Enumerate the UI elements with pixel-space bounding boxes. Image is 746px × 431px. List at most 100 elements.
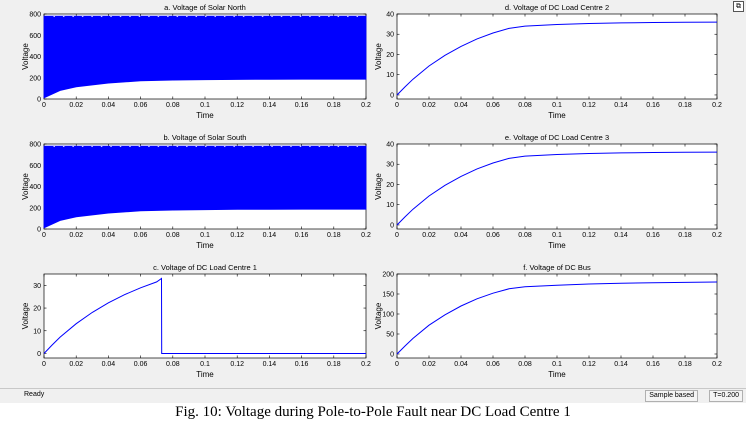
x-axis-label: Time bbox=[548, 241, 566, 250]
x-tick-label: 0.2 bbox=[361, 102, 371, 109]
x-tick-label: 0.02 bbox=[422, 102, 436, 109]
y-tick-label: 20 bbox=[386, 52, 394, 59]
x-tick-label: 0.16 bbox=[295, 232, 309, 239]
y-tick-label: 10 bbox=[386, 72, 394, 79]
y-tick-label: 400 bbox=[29, 54, 41, 61]
y-tick-label: 40 bbox=[386, 12, 394, 19]
y-tick-label: 200 bbox=[29, 205, 41, 212]
x-tick-label: 0.12 bbox=[582, 102, 596, 109]
x-tick-label: 0.18 bbox=[327, 361, 341, 368]
x-tick-label: 0.18 bbox=[678, 102, 692, 109]
series-line bbox=[396, 151, 718, 226]
x-tick-label: 0.18 bbox=[678, 361, 692, 368]
x-tick-label: 0.14 bbox=[263, 232, 277, 239]
x-tick-label: 0.12 bbox=[582, 232, 596, 239]
x-tick-label: 0.12 bbox=[230, 102, 244, 109]
chart-title: d. Voltage of DC Load Centre 2 bbox=[505, 3, 609, 12]
y-tick-label: 50 bbox=[386, 332, 394, 339]
axes-box bbox=[43, 273, 367, 359]
y-tick-label: 10 bbox=[33, 328, 41, 335]
y-axis-label: Voltage bbox=[21, 173, 30, 200]
x-tick-label: 0.12 bbox=[230, 232, 244, 239]
y-axis-label: Voltage bbox=[374, 302, 383, 329]
x-tick-label: 0 bbox=[42, 232, 46, 239]
x-tick-label: 0.16 bbox=[646, 361, 660, 368]
series-line bbox=[396, 21, 718, 96]
y-tick-label: 40 bbox=[386, 142, 394, 149]
y-axis-label: Voltage bbox=[21, 302, 30, 329]
status-sample-mode: Sample based bbox=[645, 390, 698, 402]
y-tick-label: 0 bbox=[390, 92, 394, 99]
y-tick-label: 800 bbox=[29, 142, 41, 149]
x-tick-label: 0.08 bbox=[166, 361, 180, 368]
x-tick-label: 0.02 bbox=[69, 361, 83, 368]
x-axis-label: Time bbox=[196, 241, 214, 250]
x-tick-label: 0.2 bbox=[712, 232, 722, 239]
restore-icon[interactable]: ⧉ bbox=[733, 1, 744, 12]
x-tick-label: 0.08 bbox=[518, 232, 532, 239]
chart-title: c. Voltage of DC Load Centre 1 bbox=[153, 263, 257, 272]
y-tick-label: 150 bbox=[382, 292, 394, 299]
x-tick-label: 0.2 bbox=[712, 361, 722, 368]
x-tick-label: 0.06 bbox=[486, 232, 500, 239]
y-tick-label: 20 bbox=[386, 182, 394, 189]
axes-box bbox=[396, 143, 718, 230]
y-axis-label: Voltage bbox=[374, 43, 383, 70]
chart-title: a. Voltage of Solar North bbox=[164, 3, 246, 12]
y-tick-label: 0 bbox=[390, 222, 394, 229]
axes-box bbox=[396, 273, 718, 359]
y-tick-label: 20 bbox=[33, 306, 41, 313]
x-tick-label: 0.18 bbox=[678, 232, 692, 239]
x-tick-label: 0.06 bbox=[134, 102, 148, 109]
x-tick-label: 0.2 bbox=[712, 102, 722, 109]
x-tick-label: 0.1 bbox=[200, 361, 210, 368]
x-tick-label: 0 bbox=[395, 232, 399, 239]
x-tick-label: 0.14 bbox=[614, 232, 628, 239]
y-tick-label: 30 bbox=[33, 283, 41, 290]
x-tick-label: 0.08 bbox=[518, 361, 532, 368]
x-tick-label: 0.18 bbox=[327, 102, 341, 109]
x-tick-label: 0.16 bbox=[646, 102, 660, 109]
x-tick-label: 0.14 bbox=[614, 361, 628, 368]
x-tick-label: 0.08 bbox=[518, 102, 532, 109]
series-line bbox=[43, 277, 366, 354]
x-tick-label: 0.2 bbox=[361, 361, 371, 368]
x-tick-label: 0.04 bbox=[102, 102, 116, 109]
y-tick-label: 400 bbox=[29, 184, 41, 191]
x-tick-label: 0.16 bbox=[295, 102, 309, 109]
figure-caption: Fig. 10: Voltage during Pole-to-Pole Fau… bbox=[175, 404, 571, 420]
chart-title: f. Voltage of DC Bus bbox=[523, 263, 591, 272]
scope-window: a. Voltage of Solar North 0 0.02 0.04 0.06 0.… bbox=[0, 0, 746, 403]
x-tick-label: 0.04 bbox=[454, 232, 468, 239]
x-tick-label: 0 bbox=[395, 102, 399, 109]
x-tick-label: 0.06 bbox=[486, 102, 500, 109]
y-tick-label: 30 bbox=[386, 162, 394, 169]
x-tick-label: 0.02 bbox=[422, 361, 436, 368]
x-tick-label: 0.08 bbox=[166, 232, 180, 239]
chart-title: e. Voltage of DC Load Centre 3 bbox=[505, 133, 609, 142]
x-tick-label: 0.2 bbox=[361, 232, 371, 239]
x-tick-label: 0.14 bbox=[614, 102, 628, 109]
y-tick-label: 10 bbox=[386, 202, 394, 209]
x-tick-label: 0.02 bbox=[422, 232, 436, 239]
x-tick-label: 0.02 bbox=[69, 102, 83, 109]
x-tick-label: 0 bbox=[395, 361, 399, 368]
x-tick-label: 0.14 bbox=[263, 102, 277, 109]
x-tick-label: 0.04 bbox=[102, 361, 116, 368]
x-tick-label: 0.06 bbox=[134, 232, 148, 239]
axes-box bbox=[396, 13, 718, 100]
x-axis-label: Time bbox=[548, 111, 566, 120]
x-tick-label: 0.16 bbox=[646, 232, 660, 239]
y-axis-label: Voltage bbox=[374, 173, 383, 200]
y-tick-label: 0 bbox=[37, 97, 41, 104]
x-tick-label: 0.18 bbox=[327, 232, 341, 239]
y-tick-label: 30 bbox=[386, 32, 394, 39]
y-tick-label: 100 bbox=[382, 312, 394, 319]
scope-plots: a. Voltage of Solar North 0 0.02 0.04 0.06 0.… bbox=[21, 3, 722, 379]
x-tick-label: 0.04 bbox=[454, 102, 468, 109]
y-tick-label: 800 bbox=[29, 12, 41, 19]
y-tick-label: 200 bbox=[29, 75, 41, 82]
status-bar: Ready Sample based T=0.200 bbox=[0, 388, 746, 403]
x-tick-label: 0.04 bbox=[454, 361, 468, 368]
y-tick-label: 0 bbox=[390, 352, 394, 359]
